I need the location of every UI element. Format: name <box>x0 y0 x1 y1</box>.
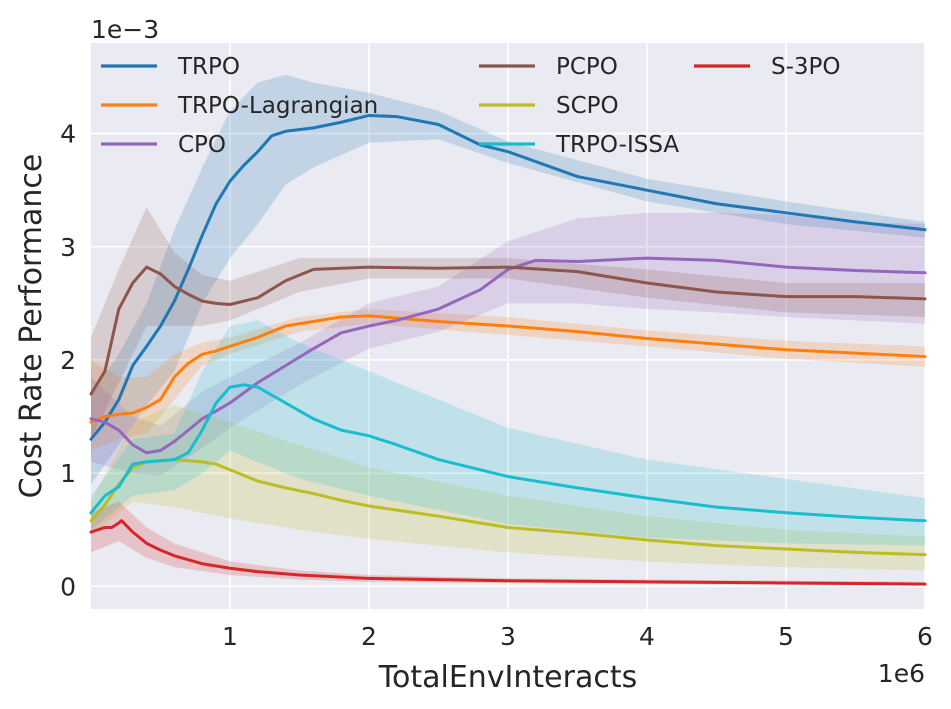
legend-item-scpo: SCPO <box>479 93 619 119</box>
x-tick-label: 3 <box>500 622 516 651</box>
y-tick-labels: 0 1 2 3 4 <box>60 120 76 602</box>
legend-label: TRPO <box>177 54 240 80</box>
line-trpo-lagrangian <box>89 314 927 424</box>
legend-label: TRPO-Lagrangian <box>177 93 378 119</box>
y-axis-label: Cost Rate Performance <box>14 154 49 499</box>
y-tick-label: 2 <box>60 346 76 375</box>
band-trpo <box>91 74 925 485</box>
x-tick-label: 6 <box>917 622 933 651</box>
legend-label: SCPO <box>556 93 619 119</box>
legend-label: S-3PO <box>771 54 841 80</box>
legend-label: PCPO <box>556 54 618 80</box>
legend-item-trpo-lagrangian: TRPO-Lagrangian <box>101 93 378 119</box>
line-trpo <box>89 113 927 441</box>
line-pcpo <box>89 265 927 396</box>
y-offset-label: 1e−3 <box>91 15 159 44</box>
legend: TRPO TRPO-Lagrangian CPO PCPO SCPO TRPO-ISSA S… <box>101 54 841 158</box>
legend-label: CPO <box>178 132 226 158</box>
band-trpo-issa <box>91 320 925 546</box>
line-s-3po <box>89 519 927 586</box>
y-tick-label: 0 <box>60 572 76 601</box>
x-offset-label: 1e6 <box>878 659 925 688</box>
x-tick-label: 5 <box>778 622 794 651</box>
y-tick-label: 3 <box>60 233 76 262</box>
band-cpo <box>91 212 925 476</box>
x-axis-label: TotalEnvInteracts <box>378 660 637 695</box>
x-tick-label: 2 <box>361 622 377 651</box>
legend-item-s-3po: S-3PO <box>694 54 841 80</box>
x-tick-label: 4 <box>639 622 655 651</box>
legend-item-trpo: TRPO <box>101 54 240 80</box>
band-scpo <box>91 405 925 571</box>
line-trpo-issa <box>89 383 927 523</box>
y-tick-label: 1 <box>60 459 76 488</box>
legend-label: TRPO-ISSA <box>555 132 679 158</box>
legend-item-trpo-issa: TRPO-ISSA <box>479 132 679 158</box>
line-cpo <box>89 256 927 455</box>
series-lines <box>89 113 927 586</box>
x-tick-label: 1 <box>222 622 238 651</box>
legend-item-cpo: CPO <box>101 132 226 158</box>
x-tick-labels: 1 2 3 4 5 6 <box>222 622 933 651</box>
legend-item-pcpo: PCPO <box>479 54 618 80</box>
band-pcpo <box>91 207 925 440</box>
y-tick-label: 4 <box>60 120 76 149</box>
